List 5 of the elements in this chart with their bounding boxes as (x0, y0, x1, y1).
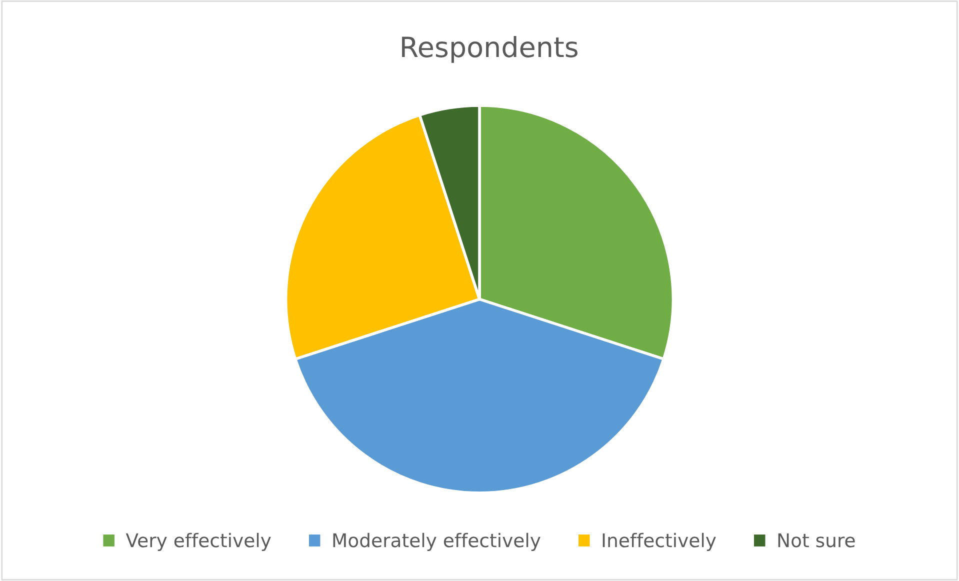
legend-label: Not sure (778, 533, 855, 548)
legend-label: Moderately effectively (333, 532, 540, 551)
legend-label: Ineffectively (602, 532, 716, 551)
legend-label: Very effectively (126, 532, 271, 551)
chart-title: Respondents (402, 36, 578, 63)
